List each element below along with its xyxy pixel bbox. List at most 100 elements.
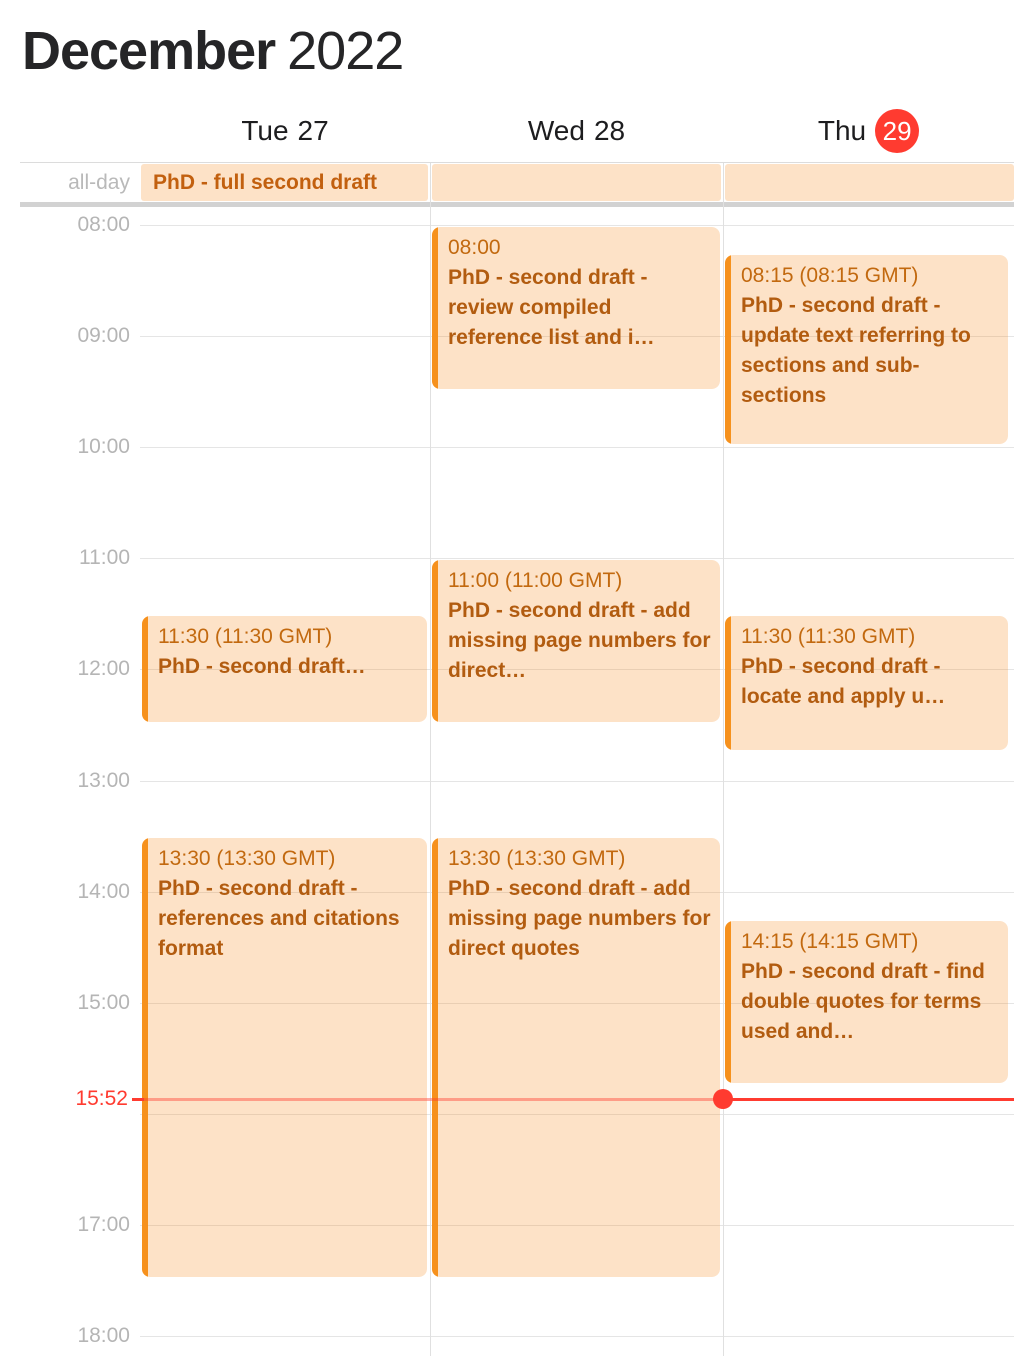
hour-gridline	[140, 225, 1014, 226]
event-start-time: 11:30	[158, 625, 209, 648]
event-content: 13:30 (13:30 GMT) PhD - second draft - ad…	[448, 844, 711, 964]
all-day-row-top-divider	[20, 162, 1014, 163]
day-header-tue[interactable]: Tue 27	[140, 108, 430, 154]
event-content: 11:00 (11:00 GMT) PhD - second draft - ad…	[448, 566, 711, 686]
event-color-strip	[432, 227, 438, 389]
event-start-time: 08:15	[741, 264, 794, 287]
event-timezone-note: (13:30 GMT)	[500, 847, 626, 870]
event-title: PhD - second draft - find double quotes …	[741, 960, 985, 1043]
event-title: PhD - second draft - locate and apply u…	[741, 655, 946, 708]
calendar-event[interactable]: 11:00 (11:00 GMT) PhD - second draft - ad…	[432, 560, 720, 722]
current-time-line-other-days	[144, 1098, 723, 1101]
event-time-line: 11:30 (11:30 GMT)	[741, 622, 999, 652]
event-time-line: 13:30 (13:30 GMT)	[448, 844, 711, 874]
event-timezone-note: (08:15 GMT)	[793, 264, 919, 287]
all-day-event-segment[interactable]	[432, 164, 721, 201]
all-day-row-bottom-divider	[20, 202, 1014, 207]
hour-tick-label: 14:00	[77, 880, 130, 903]
calendar-event[interactable]: 14:15 (14:15 GMT) PhD - second draft - fi…	[725, 921, 1008, 1083]
all-day-event-title: PhD - full second draft	[153, 170, 378, 194]
hour-gridline	[140, 1336, 1014, 1337]
calendar-event[interactable]: 13:30 (13:30 GMT) PhD - second draft - re…	[142, 838, 427, 1277]
all-day-event-segment[interactable]: PhD - full second draft	[141, 164, 428, 201]
month-year-title: December 2022	[22, 20, 404, 82]
event-background	[432, 838, 720, 1277]
event-color-strip	[142, 616, 148, 722]
event-timezone-note: (14:15 GMT)	[793, 930, 919, 953]
day-date-label: 27	[297, 115, 329, 146]
hour-tick-label: 18:00	[77, 1324, 130, 1347]
day-name-label: Wed	[527, 115, 585, 146]
event-start-time: 08:00	[448, 236, 501, 259]
hour-tick-label: 09:00	[77, 324, 130, 347]
event-title: PhD - second draft - add missing page nu…	[448, 877, 711, 960]
current-time-line-today	[723, 1098, 1014, 1101]
event-background	[725, 255, 1008, 444]
hour-tick-label: 15:00	[77, 991, 130, 1014]
hour-tick-label: 11:00	[79, 546, 130, 569]
event-color-strip	[142, 838, 148, 1277]
event-color-strip	[432, 838, 438, 1277]
event-time-line: 14:15 (14:15 GMT)	[741, 927, 999, 957]
calendar-event[interactable]: 08:00 PhD - second draft - review compile…	[432, 227, 720, 389]
hour-gridline	[140, 447, 1014, 448]
event-time-line: 13:30 (13:30 GMT)	[158, 844, 418, 874]
event-time-line: 08:00	[448, 233, 711, 263]
current-time-dot	[713, 1089, 733, 1109]
event-start-time: 14:15	[741, 930, 794, 953]
event-color-strip	[725, 255, 731, 444]
event-color-strip	[725, 616, 731, 750]
event-timezone-note: (11:00 GMT)	[499, 569, 623, 592]
event-background	[142, 616, 427, 722]
day-date-label: 28	[593, 115, 626, 146]
hour-tick-label: 13:00	[77, 769, 130, 792]
hour-tick-label: 08:00	[77, 213, 130, 236]
day-column-divider	[430, 163, 431, 1356]
day-name-label: Tue	[241, 115, 289, 146]
event-timezone-note: (13:30 GMT)	[210, 847, 336, 870]
hour-gridline	[140, 1003, 1014, 1004]
hour-gridline	[140, 1225, 1014, 1226]
hour-gridline	[140, 892, 1014, 893]
event-background	[432, 560, 720, 722]
event-content: 08:15 (08:15 GMT) PhD - second draft - up…	[741, 261, 999, 411]
hour-gridline	[140, 558, 1014, 559]
current-time-dash	[132, 1098, 144, 1101]
hour-gridline	[140, 1114, 1014, 1115]
event-timezone-note: (11:30 GMT)	[792, 625, 916, 648]
event-content: 11:30 (11:30 GMT) PhD - second draft…	[158, 622, 418, 682]
event-content: 11:30 (11:30 GMT) PhD - second draft - lo…	[741, 622, 999, 712]
day-header-thu[interactable]: Thu 29	[723, 108, 1014, 154]
current-time-label: 15:52	[75, 1087, 128, 1110]
day-header-wed[interactable]: Wed 28	[430, 108, 723, 154]
all-day-row-label: all-day	[68, 171, 130, 194]
event-time-line: 08:15 (08:15 GMT)	[741, 261, 999, 291]
hour-gridline	[140, 669, 1014, 670]
hour-tick-label: 12:00	[77, 657, 130, 680]
event-content: 13:30 (13:30 GMT) PhD - second draft - re…	[158, 844, 418, 964]
calendar-event[interactable]: 11:30 (11:30 GMT) PhD - second draft…	[142, 616, 427, 722]
calendar-event[interactable]: 13:30 (13:30 GMT) PhD - second draft - ad…	[432, 838, 720, 1277]
event-start-time: 13:30	[158, 847, 211, 870]
year-label: 2022	[287, 21, 404, 81]
event-content: 14:15 (14:15 GMT) PhD - second draft - fi…	[741, 927, 999, 1047]
event-background	[725, 616, 1008, 750]
all-day-event-segment[interactable]	[725, 164, 1014, 201]
event-start-time: 11:00	[448, 569, 499, 592]
event-start-time: 11:30	[741, 625, 792, 648]
event-color-strip	[725, 921, 731, 1083]
hour-gridline	[140, 781, 1014, 782]
hour-tick-label: 10:00	[77, 435, 130, 458]
event-time-line: 11:30 (11:30 GMT)	[158, 622, 418, 652]
event-title: PhD - second draft - update text referri…	[741, 294, 971, 407]
today-date-badge: 29	[875, 109, 920, 153]
event-time-line: 11:00 (11:00 GMT)	[448, 566, 711, 596]
event-content: 08:00 PhD - second draft - review compile…	[448, 233, 711, 353]
event-background	[142, 838, 427, 1277]
calendar-event[interactable]: 11:30 (11:30 GMT) PhD - second draft - lo…	[725, 616, 1008, 750]
event-title: PhD - second draft - review compiled ref…	[448, 266, 655, 349]
day-name-label: Thu	[817, 115, 867, 146]
calendar-event[interactable]: 08:15 (08:15 GMT) PhD - second draft - up…	[725, 255, 1008, 444]
hour-tick-label: 17:00	[77, 1213, 130, 1236]
hour-gridline	[140, 336, 1014, 337]
